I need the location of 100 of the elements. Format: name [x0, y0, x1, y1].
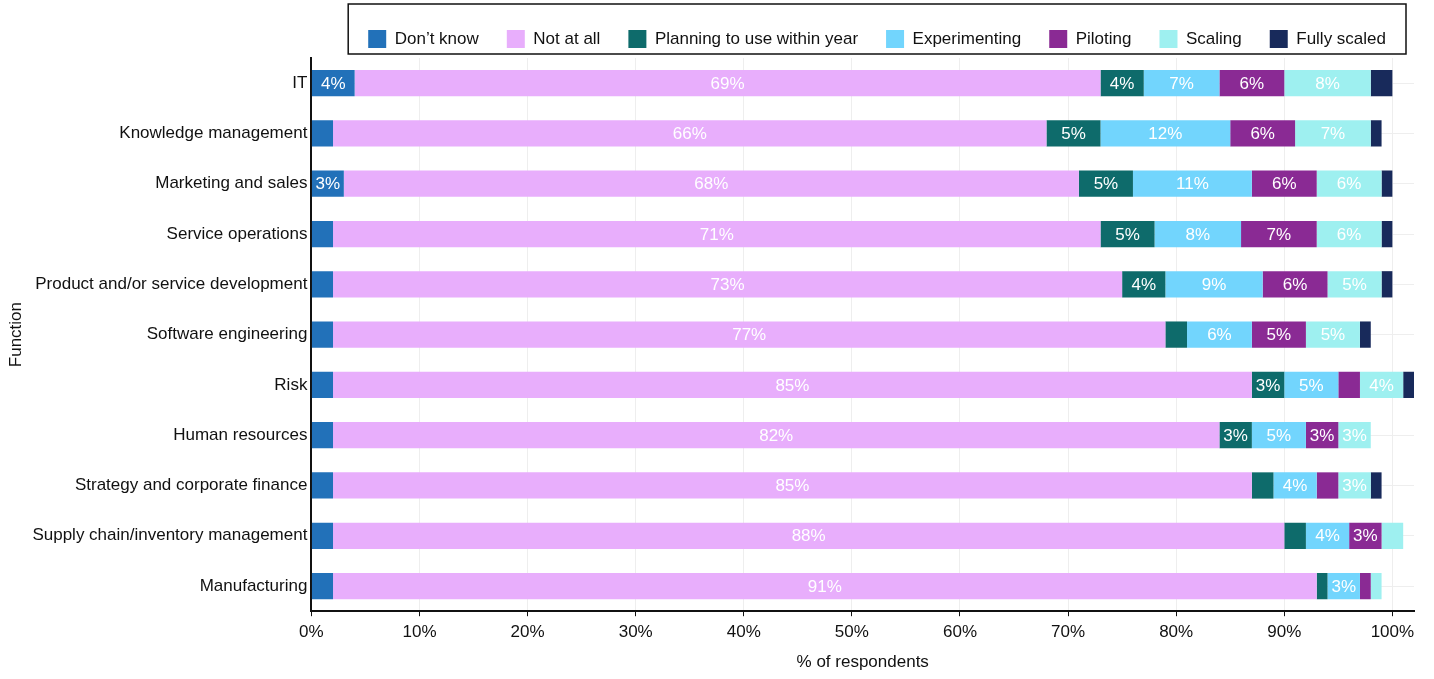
bar	[1316, 472, 1339, 499]
y-tick-label: Service operations	[166, 223, 308, 243]
bar	[1251, 321, 1306, 348]
data-label: 8%	[1185, 224, 1211, 244]
data-label: 73%	[710, 275, 745, 294]
data-label: 9%	[1201, 275, 1227, 294]
data-label: 3%	[1309, 425, 1335, 445]
legend-label: Planning to use within year	[654, 28, 859, 48]
y-tick-label: Product and/or service development	[35, 274, 308, 293]
bar	[1100, 120, 1231, 147]
data-label: 85%	[775, 375, 810, 395]
x-tick-label: 20%	[510, 622, 545, 642]
data-label: 71%	[699, 224, 734, 244]
bar	[1316, 572, 1328, 600]
data-label: 8%	[1315, 73, 1340, 93]
data-label: 4%	[1109, 73, 1135, 93]
bar	[1284, 522, 1306, 549]
bar	[311, 572, 334, 600]
bar	[333, 321, 1166, 348]
y-tick-label: Software engineering	[146, 324, 308, 344]
bar	[1381, 220, 1393, 248]
bar	[333, 271, 1123, 298]
y-axis-title: Function	[5, 302, 25, 368]
bar	[333, 422, 1220, 449]
legend-label: Piloting	[1075, 28, 1132, 48]
bar	[1154, 220, 1242, 248]
data-label: 91%	[807, 576, 842, 596]
legend-label: Fully scaled	[1296, 28, 1387, 48]
bar	[1295, 120, 1371, 147]
data-label: 7%	[1266, 224, 1292, 244]
bar	[1359, 572, 1371, 600]
bar	[311, 321, 334, 348]
data-label: 3%	[1331, 576, 1357, 596]
x-tick-label: 30%	[618, 622, 653, 642]
data-label: 6%	[1207, 325, 1232, 345]
bar	[333, 572, 1317, 600]
x-tick-label: 10%	[402, 622, 437, 642]
y-tick-label: IT	[292, 72, 308, 92]
data-label: 3%	[1223, 425, 1248, 445]
data-label: 6%	[1336, 174, 1362, 194]
bar	[1305, 321, 1360, 348]
y-tick-label: Supply chain/inventory management	[32, 525, 308, 545]
data-label: 5%	[1061, 124, 1086, 144]
legend-label: Experimenting	[912, 28, 1022, 48]
bar	[1338, 371, 1360, 399]
data-label: 4%	[1282, 476, 1308, 496]
bar	[333, 472, 1252, 499]
bar	[1403, 371, 1414, 399]
legend-label: Scaling	[1185, 28, 1242, 48]
bar	[333, 371, 1252, 399]
data-label: 5%	[1266, 425, 1292, 445]
bar	[1186, 321, 1252, 348]
bar	[311, 371, 334, 399]
data-label: 12%	[1148, 124, 1183, 144]
bar	[1381, 271, 1393, 298]
data-label: 5%	[1320, 325, 1346, 345]
y-tick-label: Knowledge management	[119, 123, 308, 143]
data-label: 3%	[1353, 526, 1378, 546]
data-label: 6%	[1336, 224, 1362, 244]
bar	[1230, 120, 1296, 147]
data-label: 77%	[732, 325, 767, 345]
bar	[1370, 120, 1382, 147]
data-label: 3%	[315, 174, 341, 194]
bar	[311, 120, 334, 147]
data-label: 88%	[791, 526, 826, 546]
data-label: 5%	[1299, 375, 1324, 395]
x-tick-label: 70%	[1051, 622, 1086, 642]
bar	[311, 472, 334, 499]
y-tick-label: Human resources	[173, 424, 308, 444]
bar	[1370, 472, 1382, 499]
x-tick-label: 100%	[1370, 622, 1415, 642]
data-label: 4%	[1131, 275, 1157, 294]
data-label: 5%	[1266, 325, 1292, 345]
data-label: 66%	[672, 124, 707, 144]
x-tick-label: 40%	[726, 622, 761, 642]
bar	[1143, 70, 1220, 97]
data-label: 6%	[1239, 73, 1265, 93]
data-label: 4%	[1369, 375, 1394, 395]
bar	[1370, 70, 1393, 97]
data-label: 3%	[1342, 476, 1367, 496]
legend-label: Not at all	[533, 28, 601, 48]
bar	[1046, 120, 1101, 147]
data-label: 68%	[694, 174, 729, 194]
legend-label: Don’t know	[394, 28, 480, 48]
bar	[311, 220, 334, 248]
data-label: 82%	[759, 425, 794, 445]
bar	[1165, 321, 1187, 348]
data-label: 6%	[1271, 174, 1297, 194]
data-label: 4%	[1315, 526, 1340, 546]
bar	[343, 170, 1079, 197]
x-axis-title: % of respondents	[796, 652, 929, 672]
y-tick-label: Strategy and corporate finance	[74, 475, 308, 495]
bar	[1284, 70, 1371, 97]
bar	[333, 120, 1047, 147]
bar	[1370, 572, 1382, 600]
data-label: 5%	[1115, 224, 1140, 244]
bar	[1132, 170, 1252, 197]
x-tick-label: 50%	[834, 622, 869, 642]
bar	[333, 522, 1285, 549]
bar	[1241, 220, 1317, 248]
